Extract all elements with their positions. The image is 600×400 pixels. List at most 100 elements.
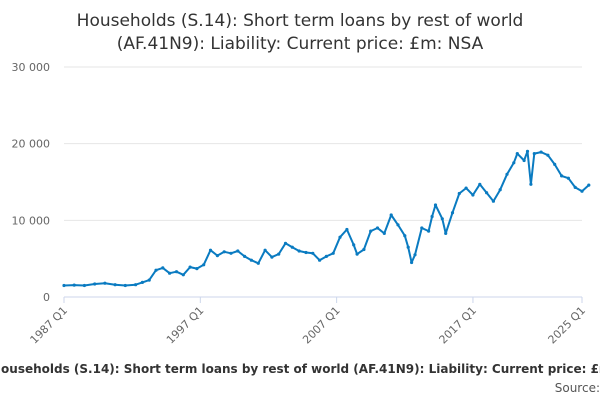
data-point[interactable] xyxy=(249,258,253,262)
data-point[interactable] xyxy=(236,249,240,253)
x-tick-label: 2025 Q1 xyxy=(546,304,589,347)
data-point[interactable] xyxy=(566,176,571,180)
data-point[interactable] xyxy=(222,250,226,254)
data-point[interactable] xyxy=(154,268,158,272)
data-point[interactable] xyxy=(181,273,185,277)
data-point[interactable] xyxy=(427,229,431,233)
data-point[interactable] xyxy=(457,191,461,196)
data-point[interactable] xyxy=(311,251,315,255)
series-layer xyxy=(62,149,591,288)
data-point[interactable] xyxy=(283,241,288,245)
data-point[interactable] xyxy=(352,243,356,247)
data-point[interactable] xyxy=(82,283,86,288)
data-point[interactable] xyxy=(505,172,509,176)
data-point[interactable] xyxy=(560,174,564,178)
data-point[interactable] xyxy=(188,265,192,269)
data-point[interactable] xyxy=(345,227,349,232)
data-point[interactable] xyxy=(270,255,274,259)
data-point[interactable] xyxy=(485,191,489,195)
data-point[interactable] xyxy=(403,234,407,238)
data-point[interactable] xyxy=(338,235,342,239)
data-point[interactable] xyxy=(406,245,410,249)
data-point[interactable] xyxy=(215,254,219,258)
data-point[interactable] xyxy=(471,193,475,197)
data-point[interactable] xyxy=(362,247,366,252)
gridlines xyxy=(64,66,582,221)
data-point[interactable] xyxy=(515,152,519,156)
data-point[interactable] xyxy=(440,217,444,221)
chart-title-line-1: Households (S.14): Short term loans by r… xyxy=(77,11,524,31)
x-tick-label: 2007 Q1 xyxy=(300,304,343,347)
data-point[interactable] xyxy=(355,252,359,256)
data-point[interactable] xyxy=(478,182,482,186)
data-point[interactable] xyxy=(229,251,233,255)
data-point[interactable] xyxy=(539,150,543,154)
data-point[interactable] xyxy=(263,248,267,252)
y-tick-label: 0 xyxy=(43,291,50,304)
data-point[interactable] xyxy=(413,253,417,257)
data-point[interactable] xyxy=(113,283,117,287)
data-point[interactable] xyxy=(93,282,97,286)
data-point[interactable] xyxy=(450,211,455,215)
series-line xyxy=(63,150,590,287)
data-point[interactable] xyxy=(444,231,448,235)
data-point[interactable] xyxy=(304,250,308,255)
y-axis-ticks: 0 10 000 20 000 30 000 xyxy=(12,61,51,304)
data-point[interactable] xyxy=(529,182,533,186)
x-tick-label: 1987 Q1 xyxy=(28,304,71,347)
data-point[interactable] xyxy=(195,267,199,271)
data-point[interactable] xyxy=(587,183,591,187)
data-point[interactable] xyxy=(553,162,557,166)
data-point[interactable] xyxy=(464,186,468,190)
data-point[interactable] xyxy=(382,231,386,235)
data-point[interactable] xyxy=(433,203,438,207)
data-point[interactable] xyxy=(396,223,400,227)
data-point[interactable] xyxy=(369,229,373,233)
data-point[interactable] xyxy=(140,280,144,284)
x-tick-label: 1997 Q1 xyxy=(164,304,207,347)
data-point[interactable] xyxy=(297,249,301,253)
data-point[interactable] xyxy=(62,283,66,288)
data-point[interactable] xyxy=(573,185,577,189)
data-point[interactable] xyxy=(72,283,76,287)
source-label: Source: xyxy=(554,381,600,395)
data-point[interactable] xyxy=(202,263,206,267)
data-point[interactable] xyxy=(389,213,393,217)
data-point[interactable] xyxy=(243,254,247,258)
caption-text: Households (S.14): Short term loans by r… xyxy=(0,362,600,376)
chart-title-line-2: (AF.41N9): Liability: Current price: £m:… xyxy=(117,34,484,54)
y-tick-label: 20 000 xyxy=(12,138,51,151)
data-point[interactable] xyxy=(375,226,380,230)
data-point[interactable] xyxy=(147,278,151,282)
data-point[interactable] xyxy=(161,266,165,270)
data-point[interactable] xyxy=(546,153,550,157)
data-point[interactable] xyxy=(522,158,526,163)
data-point[interactable] xyxy=(491,199,495,203)
y-tick-label: 30 000 xyxy=(12,61,51,74)
data-point[interactable] xyxy=(512,161,516,165)
y-tick-label: 10 000 xyxy=(12,214,51,227)
data-point[interactable] xyxy=(430,214,434,219)
data-point[interactable] xyxy=(168,271,172,275)
data-point[interactable] xyxy=(103,281,107,285)
data-point[interactable] xyxy=(420,226,424,230)
data-point[interactable] xyxy=(290,245,294,249)
data-point[interactable] xyxy=(277,252,281,256)
data-point[interactable] xyxy=(410,260,414,265)
x-axis-ticks: 1987 Q1 1997 Q1 2007 Q1 2017 Q1 2025 Q1 xyxy=(28,297,589,347)
data-point[interactable] xyxy=(174,270,179,274)
data-point[interactable] xyxy=(532,152,536,156)
data-point[interactable] xyxy=(318,258,322,262)
data-point[interactable] xyxy=(208,248,213,252)
data-point[interactable] xyxy=(580,189,584,193)
x-tick-label: 2017 Q1 xyxy=(437,304,480,347)
data-point[interactable] xyxy=(324,254,328,258)
data-point[interactable] xyxy=(331,251,335,255)
data-point[interactable] xyxy=(123,283,127,288)
data-point[interactable] xyxy=(256,261,260,265)
data-point[interactable] xyxy=(498,188,502,192)
chart-caption: Households (S.14): Short term loans by r… xyxy=(0,362,600,380)
data-point[interactable] xyxy=(525,149,530,153)
data-point[interactable] xyxy=(134,283,138,287)
